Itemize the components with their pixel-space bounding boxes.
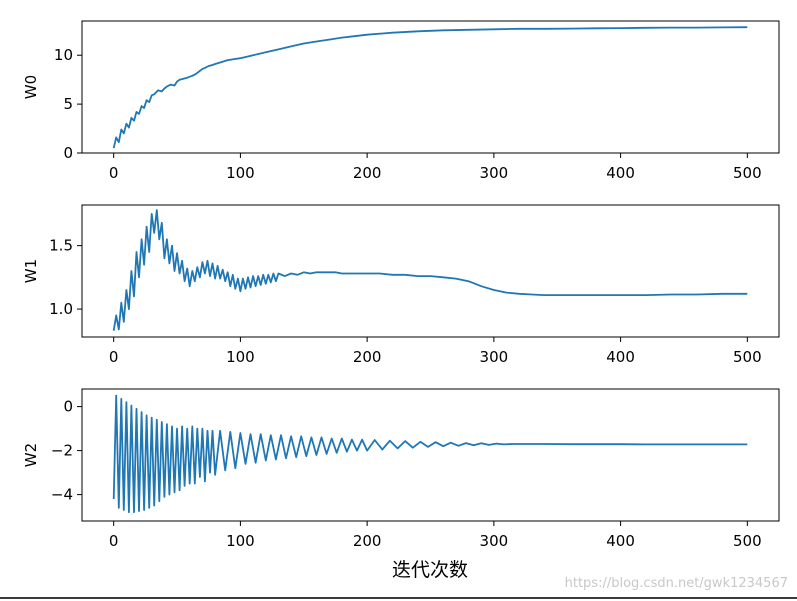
subplot-w1: 0 100 200 300 400 500 1.0 1.5 W1 [22,204,780,366]
y-tick-label: 10 [54,46,73,64]
series-line-1-0 [112,209,748,331]
x-tick-label: 500 [733,164,762,182]
y-tick-label: 1.5 [49,237,73,255]
y-tick-label: 0 [63,144,73,162]
x-tick-label: 0 [109,164,119,182]
x-tick-label: 100 [226,164,255,182]
x-tick-label: 0 [109,532,119,550]
axes-frame [81,20,780,154]
y-tick-label: −4 [51,486,73,504]
x-axis-label: 迭代次数 [392,559,468,581]
x-tick-label: 200 [353,164,382,182]
y-axis-label: W2 [22,443,40,467]
x-tick-label: 400 [606,348,635,366]
x-tick-label: 100 [226,532,255,550]
x-tick-label: 500 [733,348,762,366]
x-tick-label: 300 [480,532,509,550]
watermark: https://blog.csdn.net/gwk1234567 [565,576,788,591]
series-line-0-0 [112,26,748,149]
x-tick-label: 200 [353,532,382,550]
y-axis-label: W1 [22,259,40,283]
x-tick-label: 200 [353,348,382,366]
axes-frame [81,204,780,338]
x-tick-label: 100 [226,348,255,366]
y-tick-label: 1.0 [49,300,73,318]
x-tick-label: 0 [109,348,119,366]
y-tick-label: −2 [51,442,73,460]
y-tick-label: 5 [63,95,73,113]
subplot-w0: 0 100 200 300 400 500 0 5 10 W0 [22,20,780,182]
bottom-border [0,597,797,599]
x-tick-label: 300 [480,164,509,182]
y-axis-label: W0 [22,75,40,99]
x-tick-label: 400 [606,164,635,182]
x-tick-label: 400 [606,532,635,550]
subplot-w2: 0 100 200 300 400 500 −4 −2 0 W2 [22,388,780,550]
series-line-2-0 [112,394,748,514]
x-tick-label: 300 [480,348,509,366]
y-tick-label: 0 [63,398,73,416]
x-tick-label: 500 [733,532,762,550]
axes-frame [81,388,780,522]
